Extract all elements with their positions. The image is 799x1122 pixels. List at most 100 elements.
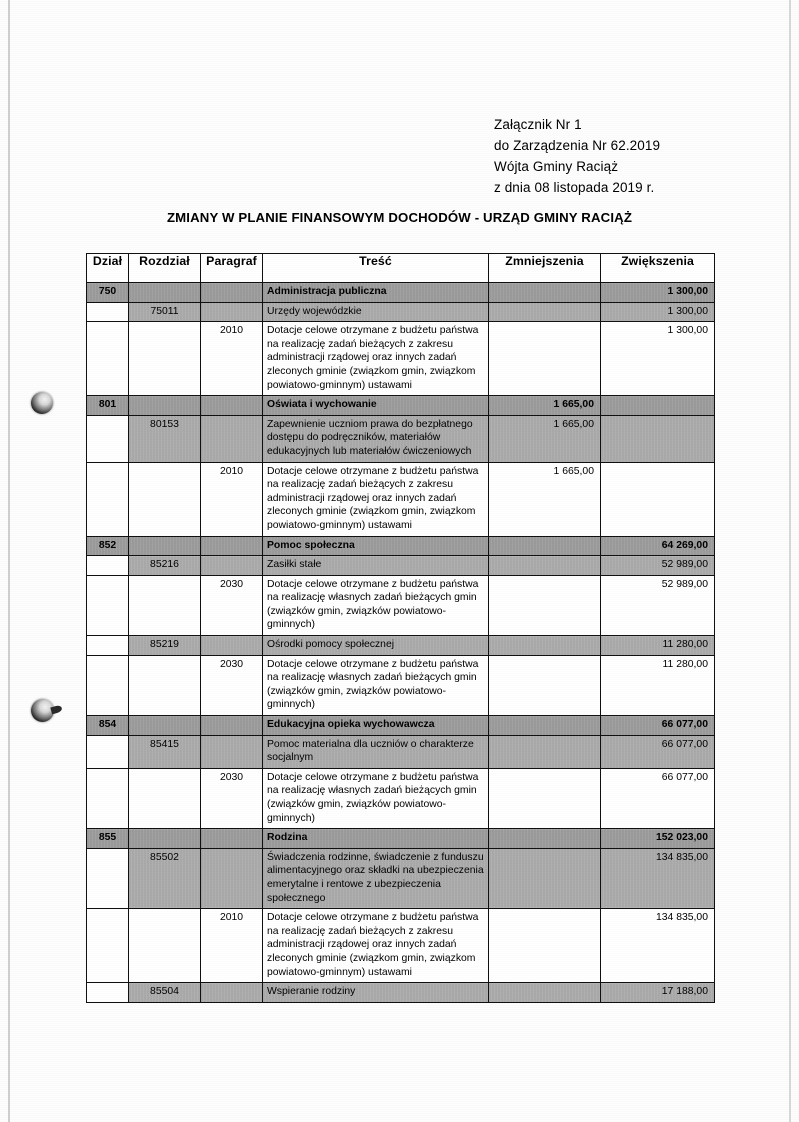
cell-tresc: Zasiłki stałe: [262, 555, 489, 576]
cell-zwiekszenia-text: [601, 463, 714, 468]
cell-paragraf: [200, 301, 263, 323]
table-row: 854 Edukacyjna opieka wychowawcza 66 077,0…: [86, 715, 715, 736]
cell-paragraf-text: [201, 829, 262, 834]
cell-paragraf-text: [201, 416, 262, 421]
cell-paragraf: 2030: [200, 654, 263, 717]
cell-dzial-text: [87, 909, 128, 914]
cell-zwiekszenia-text: 52 989,00: [661, 578, 708, 590]
cell-zwiekszenia: 52 989,00: [600, 574, 715, 637]
cell-zmniejszenia-text: [489, 283, 600, 288]
cell-dzial: [86, 734, 129, 769]
cell-zmniejszenia-text: [489, 303, 600, 308]
table-row: 2010 Dotacje celowe otrzymane z budżetu p…: [86, 321, 715, 397]
cell-zmniejszenia: [488, 321, 601, 397]
cell-rozdzial: 85415: [128, 734, 201, 769]
cell-tresc: Rodzina: [262, 828, 489, 849]
cell-dzial-text: [87, 656, 128, 661]
cell-paragraf-text: 2010: [219, 912, 244, 924]
page-left-edge: [8, 0, 10, 1122]
cell-rozdzial-text: 85415: [150, 738, 179, 750]
cell-tresc-text: Dotacje celowe otrzymane z budżetu państ…: [267, 578, 479, 631]
cell-dzial-text: 801: [98, 399, 117, 411]
cell-zmniejszenia: [488, 555, 601, 576]
cell-dzial: 854: [86, 715, 129, 736]
cell-zmniejszenia-text: [489, 769, 600, 774]
header-line-attachment: Załącznik Nr 1: [494, 117, 582, 132]
cell-tresc: Pomoc materialna dla uczniów o charakter…: [262, 734, 489, 769]
table-header-row: Dział Rozdział Paragraf Treść Zmniejszen…: [86, 253, 715, 283]
cell-paragraf-text: 2030: [219, 658, 244, 670]
cell-rozdzial-text: [129, 322, 200, 327]
cell-zwiekszenia: 66 077,00: [600, 734, 715, 769]
cell-rozdzial-text: [129, 769, 200, 774]
table-row: 855 Rodzina 152 023,00: [86, 828, 715, 849]
cell-rozdzial: 80153: [128, 414, 201, 463]
cell-zwiekszenia-text: 1 300,00: [667, 305, 708, 317]
cell-tresc: Dotacje celowe otrzymane z budżetu państ…: [262, 574, 489, 637]
cell-rozdzial: [128, 535, 201, 557]
cell-zmniejszenia: [488, 635, 601, 656]
cell-dzial-text: 854: [98, 719, 117, 731]
cell-tresc: Administracja publiczna: [262, 282, 489, 303]
cell-paragraf: [200, 414, 263, 463]
cell-zwiekszenia-text: 152 023,00: [655, 832, 708, 844]
cell-rozdzial-text: 80153: [150, 418, 179, 430]
hole-punch-icon: [31, 392, 53, 414]
cell-paragraf: [200, 282, 263, 303]
cell-dzial: [86, 301, 129, 323]
cell-dzial-text: [87, 463, 128, 468]
table-row: 75011 Urzędy wojewódzkie 1 300,00: [86, 301, 715, 323]
cell-zwiekszenia-text: 1 300,00: [667, 325, 708, 337]
cell-paragraf-text: 2010: [219, 465, 244, 477]
cell-zmniejszenia: [488, 828, 601, 849]
cell-zmniejszenia-text: [489, 909, 600, 914]
table-row: 2030 Dotacje celowe otrzymane z budżetu p…: [86, 654, 715, 717]
cell-zwiekszenia-text: 11 280,00: [662, 658, 708, 670]
cell-paragraf-text: 2010: [219, 325, 244, 337]
cell-zwiekszenia: 134 835,00: [600, 847, 715, 910]
cell-zwiekszenia-text: 66 077,00: [661, 738, 708, 750]
cell-rozdzial: [128, 828, 201, 849]
cell-rozdzial-text: 85219: [150, 639, 179, 651]
header-line-authority: Wójta Gminy Raciąż: [494, 159, 619, 174]
cell-dzial-text: [87, 769, 128, 774]
table-row: 852 Pomoc społeczna 64 269,00: [86, 535, 715, 557]
cell-zmniejszenia-text: [489, 636, 600, 641]
cell-rozdzial-text: [129, 283, 200, 288]
cell-rozdzial-text: [129, 656, 200, 661]
cell-zmniejszenia: [488, 535, 601, 557]
cell-zmniejszenia: [488, 982, 601, 1003]
cell-dzial-text: 852: [98, 539, 117, 551]
cell-tresc: Zapewnienie uczniom prawa do bezpłatnego…: [262, 414, 489, 463]
cell-tresc-text: Oświata i wychowanie: [267, 399, 377, 411]
cell-tresc: Pomoc społeczna: [262, 535, 489, 557]
cell-paragraf: [200, 847, 263, 910]
financial-changes-table-container: Dział Rozdział Paragraf Treść Zmniejszen…: [86, 253, 715, 1003]
cell-paragraf-text: [201, 303, 262, 308]
table-row: 85504 Wspieranie rodziny 17 188,00: [86, 982, 715, 1003]
cell-rozdzial: [128, 461, 201, 537]
cell-zwiekszenia-text: 1 300,00: [667, 286, 708, 297]
cell-rozdzial-text: [129, 537, 200, 542]
cell-dzial-text: [87, 849, 128, 854]
cell-tresc-text: Dotacje celowe otrzymane z budżetu państ…: [267, 325, 479, 391]
column-header-dzial: Dział: [86, 253, 129, 283]
cell-zmniejszenia: 1 665,00: [488, 395, 601, 416]
cell-zmniejszenia-text: [489, 556, 600, 561]
cell-dzial: [86, 847, 129, 910]
cell-paragraf: [200, 734, 263, 769]
cell-rozdzial: [128, 574, 201, 637]
cell-tresc-text: Wspieranie rodziny: [267, 986, 356, 998]
cell-paragraf-text: 2030: [219, 578, 244, 590]
cell-tresc-text: Pomoc materialna dla uczniów o charakter…: [267, 738, 474, 764]
cell-zwiekszenia: 11 280,00: [600, 635, 715, 656]
cell-zwiekszenia: 11 280,00: [600, 654, 715, 717]
page-right-edge: [789, 0, 791, 1122]
cell-zwiekszenia: 1 300,00: [600, 301, 715, 323]
cell-zmniejszenia-text: [489, 322, 600, 327]
cell-rozdzial: [128, 767, 201, 830]
table-row: 2010 Dotacje celowe otrzymane z budżetu p…: [86, 908, 715, 984]
column-header-tresc: Treść: [262, 253, 489, 283]
cell-dzial-text: [87, 322, 128, 327]
cell-rozdzial-text: [129, 463, 200, 468]
